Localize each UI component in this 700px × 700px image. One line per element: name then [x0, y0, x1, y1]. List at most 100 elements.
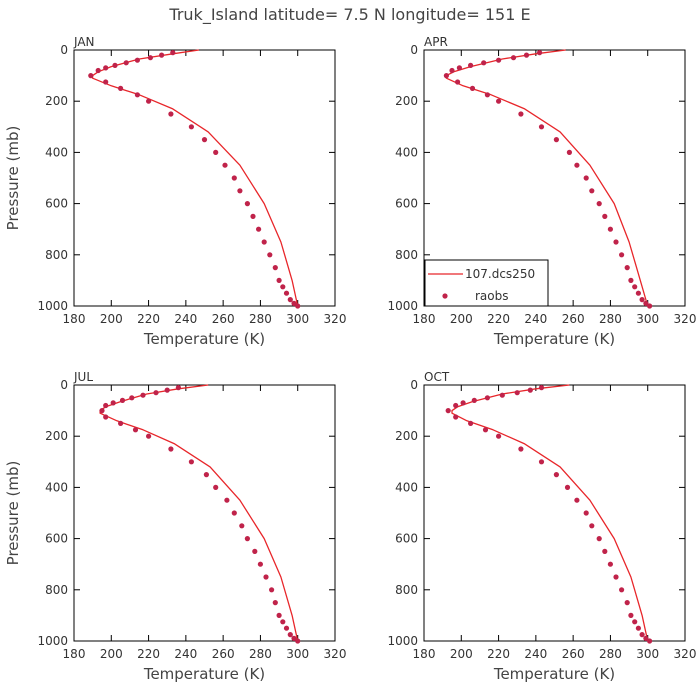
y-tick-label: 600 [45, 532, 68, 546]
x-tick-label: 180 [63, 312, 86, 326]
data-point [460, 400, 466, 406]
data-point [146, 433, 152, 439]
data-point [583, 175, 589, 181]
y-tick-label: 0 [410, 43, 418, 57]
data-point [175, 385, 181, 391]
series-line-107-dcs250 [445, 49, 649, 307]
y-axis-label: Pressure (mb) [4, 461, 22, 566]
data-point [496, 433, 502, 439]
data-point [443, 73, 449, 79]
data-point [261, 239, 267, 245]
data-point [263, 574, 269, 580]
data-point [481, 60, 487, 66]
series-line-107-dcs250 [91, 49, 299, 307]
x-tick-label: 200 [100, 647, 123, 661]
data-point [628, 277, 634, 283]
figure-title: Truk_Island latitude= 7.5 N longitude= 1… [168, 5, 530, 25]
data-point [103, 79, 109, 85]
plot-frame [423, 49, 686, 307]
data-point [272, 600, 278, 606]
y-tick-label: 800 [45, 248, 68, 262]
panel-apr: 180 200 220 240 260 280 300 320 0 200 400 600 800 100… [387, 35, 696, 348]
data-point [123, 60, 129, 66]
data-point [624, 600, 630, 606]
data-point [527, 387, 533, 393]
y-tick-label: 200 [395, 94, 418, 108]
data-point [456, 65, 462, 71]
series-points-raobs [99, 385, 301, 644]
data-point [482, 427, 489, 433]
x-tick-label: 220 [487, 647, 510, 661]
data-point [643, 300, 649, 306]
data-point [602, 213, 608, 219]
data-point [295, 638, 301, 644]
x-tick-label: 200 [450, 312, 473, 326]
x-axis-label: Temperature (K) [493, 665, 615, 683]
plot-frame [423, 384, 686, 642]
data-point [201, 137, 208, 143]
data-point [188, 124, 194, 130]
data-point [269, 587, 275, 593]
panel-label: JUL [73, 370, 93, 384]
data-point [129, 395, 135, 401]
data-point [272, 265, 278, 271]
data-point [88, 73, 94, 79]
y-tick-label: 600 [395, 532, 418, 546]
data-point [188, 459, 194, 465]
data-point [445, 408, 451, 414]
data-point [291, 300, 297, 306]
data-point [518, 111, 524, 117]
data-point [564, 484, 571, 490]
data-point [602, 548, 608, 555]
y-tick-label: 200 [45, 429, 68, 443]
x-tick-label: 320 [324, 312, 347, 326]
y-tick-label: 0 [60, 378, 68, 392]
data-point [244, 201, 250, 207]
data-point [250, 213, 256, 219]
plot-frame [73, 384, 336, 642]
panel-jan: 180 200 220 240 260 280 300 320 0 200 400 600 800 100… [4, 35, 346, 348]
y-tick-label: 0 [410, 378, 418, 392]
data-point [280, 284, 286, 290]
data-point [164, 387, 170, 393]
legend: 107.dcs250 raobs [424, 259, 549, 307]
data-point [231, 510, 237, 516]
x-tick-label: 320 [674, 312, 697, 326]
data-point [252, 548, 258, 555]
data-point [496, 57, 502, 63]
data-point [134, 92, 140, 98]
x-tick-label: 280 [249, 312, 272, 326]
data-point [153, 390, 159, 396]
series-line-107-dcs250 [99, 384, 299, 642]
data-point [168, 446, 174, 452]
y-tick-label: 400 [395, 480, 418, 494]
x-tick-label: 220 [137, 647, 160, 661]
x-tick-label: 220 [487, 312, 510, 326]
data-point [453, 402, 459, 409]
data-point [237, 188, 243, 194]
data-point [583, 510, 589, 516]
data-point [95, 67, 101, 74]
data-point [589, 188, 595, 194]
data-point [213, 484, 219, 490]
plot-frame [73, 49, 336, 307]
legend-point-swatch [442, 293, 448, 299]
series-points-raobs [443, 50, 653, 309]
data-point [628, 612, 634, 619]
data-point [596, 201, 602, 207]
data-point [607, 561, 614, 567]
data-point [596, 536, 602, 542]
data-point [518, 446, 524, 452]
x-tick-label: 260 [212, 647, 235, 661]
y-tick-label: 200 [45, 94, 68, 108]
data-point [453, 414, 459, 420]
data-point [118, 85, 124, 91]
panel-oct: 180 200 220 240 260 280 300 320 0 200 400 600 800 100… [387, 370, 696, 683]
data-point [280, 619, 286, 625]
data-point [119, 397, 126, 403]
data-point [287, 297, 293, 303]
x-tick-label: 180 [63, 647, 86, 661]
data-point [484, 395, 490, 401]
data-point [574, 497, 580, 503]
